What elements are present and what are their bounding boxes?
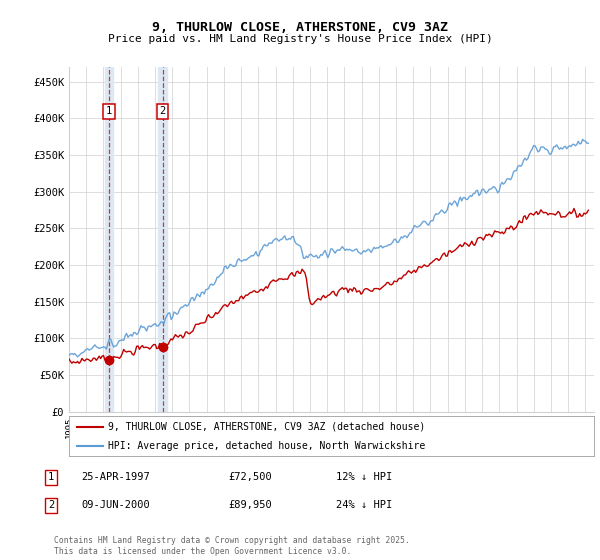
Text: £89,950: £89,950	[228, 500, 272, 510]
Bar	[158, 67, 167, 412]
Text: 12% ↓ HPI: 12% ↓ HPI	[336, 472, 392, 482]
Text: 9, THURLOW CLOSE, ATHERSTONE, CV9 3AZ (detached house): 9, THURLOW CLOSE, ATHERSTONE, CV9 3AZ (d…	[109, 422, 425, 432]
Text: 25-APR-1997: 25-APR-1997	[81, 472, 150, 482]
Text: 1: 1	[106, 106, 112, 116]
Text: 1: 1	[48, 472, 54, 482]
Text: 24% ↓ HPI: 24% ↓ HPI	[336, 500, 392, 510]
Text: 2: 2	[160, 106, 166, 116]
Text: Contains HM Land Registry data © Crown copyright and database right 2025.
This d: Contains HM Land Registry data © Crown c…	[54, 536, 410, 556]
Text: £72,500: £72,500	[228, 472, 272, 482]
Text: 9, THURLOW CLOSE, ATHERSTONE, CV9 3AZ: 9, THURLOW CLOSE, ATHERSTONE, CV9 3AZ	[152, 21, 448, 34]
Text: 2: 2	[48, 500, 54, 510]
Bar	[104, 67, 113, 412]
Text: 09-JUN-2000: 09-JUN-2000	[81, 500, 150, 510]
Text: Price paid vs. HM Land Registry's House Price Index (HPI): Price paid vs. HM Land Registry's House …	[107, 34, 493, 44]
Text: HPI: Average price, detached house, North Warwickshire: HPI: Average price, detached house, Nort…	[109, 441, 425, 450]
